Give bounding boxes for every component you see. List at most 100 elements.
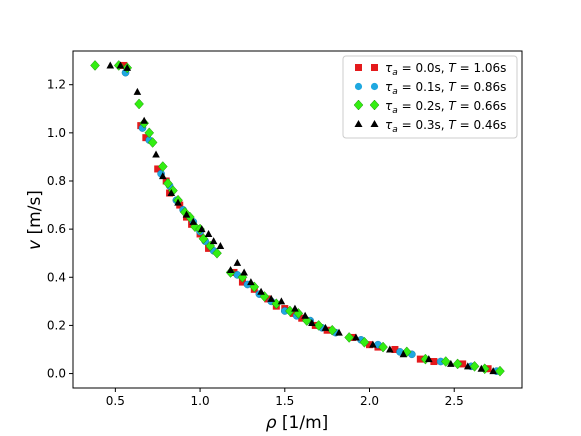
data-point-triangle: [463, 362, 472, 370]
legend-tau-2: 0.2s: [415, 99, 440, 113]
legend-tau-1: 0.1s: [415, 80, 440, 94]
data-point-triangle: [189, 217, 198, 225]
legend-entry-3: τa = 0.3s, T = 0.46s: [354, 118, 506, 135]
data-point-triangle: [257, 287, 265, 295]
x-tick-label: 1.0: [191, 394, 210, 408]
data-point-triangle: [489, 367, 497, 375]
data-point-diamond: [147, 137, 158, 148]
data-point-triangle: [267, 294, 276, 302]
data-point-triangle: [167, 189, 176, 197]
data-point-triangle: [197, 225, 206, 233]
data-point-triangle: [159, 172, 167, 180]
legend-marker-diamond-1: [353, 99, 364, 111]
data-point-triangle: [301, 311, 309, 319]
data-point-triangle: [216, 241, 225, 249]
data-point-triangle: [152, 150, 160, 158]
data-point-square: [264, 295, 272, 303]
legend-label-0: τa = 0.0s, T = 1.06s: [385, 61, 506, 78]
data-point-triangle: [247, 278, 255, 286]
data-point-triangle: [477, 364, 486, 372]
y-tick-label: 0.0: [47, 367, 66, 381]
legend-entry-2: τa = 0.2s, T = 0.66s: [353, 99, 506, 116]
legend-T-0: 1.06s: [473, 61, 506, 75]
data-point-triangle: [240, 268, 248, 276]
y-axis-symbol: v: [25, 239, 45, 250]
data-point-diamond: [469, 360, 480, 372]
legend-box: [342, 55, 518, 139]
legend-entry-0: τa = 0.0s, T = 1.06s: [355, 61, 506, 78]
legend-label-1: τa = 0.1s, T = 0.86s: [385, 80, 506, 97]
data-point-triangle: [352, 333, 360, 341]
data-point-diamond: [134, 98, 144, 110]
x-axis-unit: [1/m]: [282, 413, 328, 433]
data-point-diamond: [495, 365, 505, 377]
x-tick-label: 0.5: [106, 394, 125, 408]
data-point-diamond: [163, 178, 173, 189]
plot-frame: [72, 50, 523, 389]
series-3: [106, 61, 497, 375]
data-point-diamond: [359, 336, 370, 348]
data-point-triangle: [386, 345, 394, 353]
data-point-diamond: [90, 60, 100, 71]
data-point-diamond: [452, 358, 463, 370]
legend-marker-square-1: [355, 64, 362, 71]
data-point-diamond: [313, 320, 324, 331]
legend-marker-triangle-2: [370, 120, 379, 127]
data-point-triangle: [369, 340, 377, 348]
data-point-triangle: [209, 237, 218, 245]
data-point-diamond: [144, 127, 155, 139]
data-point-triangle: [447, 359, 455, 367]
y-tick-label: 1.0: [47, 126, 66, 140]
y-tick-label: 0.6: [47, 222, 66, 236]
data-point-triangle: [233, 258, 242, 266]
x-axis-ticks: 0.5 1.0 1.5 2.0 2.5: [106, 388, 464, 408]
y-tick-label: 0.8: [47, 174, 66, 188]
x-tick-label: 1.5: [275, 394, 294, 408]
x-tick-label: 2.5: [445, 394, 464, 408]
data-point-square: [430, 358, 438, 366]
data-point-triangle: [140, 116, 148, 124]
y-tick-label: 1.2: [47, 78, 66, 92]
y-axis-ticks: 0.0 0.2 0.4 0.6 0.8 1.0 1.2: [47, 78, 73, 381]
data-point-triangle: [106, 61, 115, 69]
legend-marker-circle-1: [354, 82, 363, 91]
data-point-square: [459, 360, 467, 368]
data-marks: [90, 60, 505, 377]
data-point-square: [416, 355, 424, 363]
data-point-triangle: [277, 297, 286, 305]
data-point-triangle: [308, 319, 316, 327]
data-point-triangle: [123, 63, 132, 71]
data-point-square: [289, 309, 297, 317]
y-tick-label: 0.2: [47, 318, 66, 332]
y-axis-unit: [m/s]: [25, 190, 45, 234]
data-point-square: [366, 341, 374, 349]
legend-T-2: 0.66s: [473, 99, 506, 113]
data-point-triangle: [174, 198, 182, 206]
data-point-square: [120, 61, 128, 69]
legend-marker-triangle-1: [354, 120, 363, 127]
data-point-square: [154, 165, 162, 173]
legend-T-1: 0.86s: [473, 80, 506, 94]
data-point-triangle: [321, 323, 330, 331]
x-axis-symbol: ρ: [266, 413, 277, 433]
data-point-diamond: [327, 324, 338, 336]
data-point-triangle: [226, 266, 235, 274]
data-point-square: [391, 345, 399, 353]
data-point-triangle: [291, 304, 299, 312]
y-tick-label: 0.4: [47, 270, 66, 284]
data-point-square: [142, 134, 150, 142]
data-point-diamond: [378, 341, 388, 353]
data-point-triangle: [116, 61, 125, 69]
data-point-triangle: [133, 87, 142, 95]
data-point-triangle: [425, 355, 433, 363]
y-axis-label: v [m/s]: [25, 190, 45, 250]
legend-tau-0: 0.0s: [415, 61, 440, 75]
data-point-triangle: [335, 328, 343, 336]
data-point-triangle: [182, 210, 191, 218]
x-tick-label: 2.0: [360, 394, 379, 408]
legend-marker-diamond-2: [369, 99, 380, 111]
data-point-diamond: [212, 247, 222, 259]
data-point-diamond: [157, 161, 168, 172]
legend-marker-square-2: [371, 64, 378, 71]
